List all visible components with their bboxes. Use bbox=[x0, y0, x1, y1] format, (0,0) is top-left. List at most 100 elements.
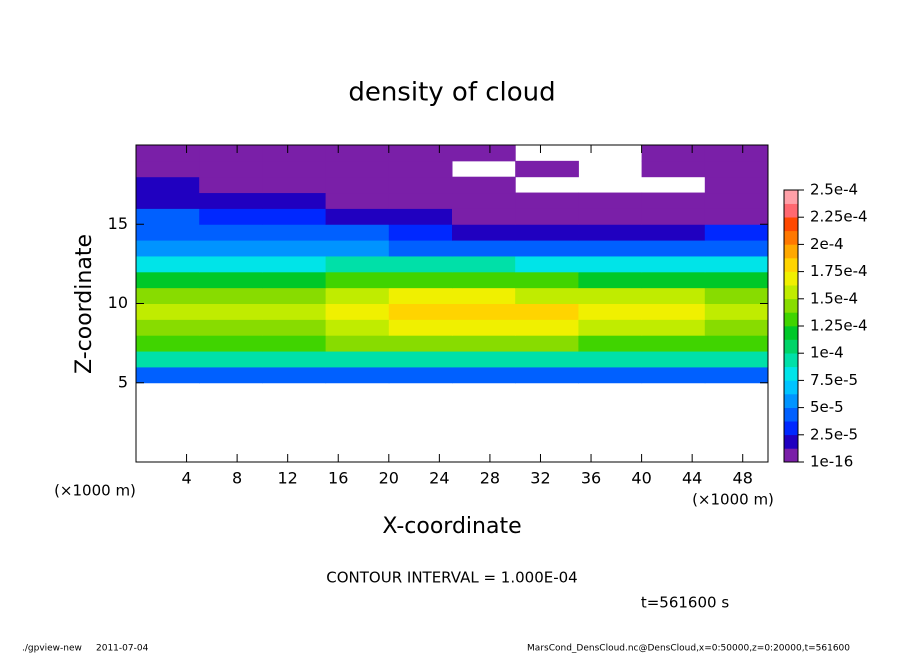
x-tick-label: 32 bbox=[530, 469, 550, 488]
heatmap-cell bbox=[452, 208, 516, 225]
heatmap-cell bbox=[452, 240, 516, 257]
heatmap-cell bbox=[641, 145, 706, 162]
heatmap-cell bbox=[452, 224, 516, 241]
heatmap-cell bbox=[136, 192, 200, 209]
heatmap-cell bbox=[262, 160, 327, 178]
colorbar-band bbox=[784, 217, 798, 232]
footer-date: 2011-07-04 bbox=[96, 644, 149, 654]
y-tick-label: 10 bbox=[108, 293, 128, 312]
heatmap-cell bbox=[704, 208, 769, 225]
colorbar-band bbox=[784, 244, 798, 259]
heatmap-cell bbox=[325, 255, 390, 273]
heatmap-cell bbox=[641, 224, 706, 241]
heatmap-cell bbox=[704, 287, 769, 304]
heatmap-cell bbox=[136, 160, 200, 178]
heatmap-cell bbox=[578, 319, 643, 336]
heatmap-cell bbox=[704, 192, 769, 209]
heatmap-cell bbox=[262, 224, 327, 241]
colorbar-tick-label: 1.5e-4 bbox=[810, 289, 858, 307]
heatmap-cell bbox=[578, 351, 643, 368]
heatmap-cell bbox=[325, 319, 390, 336]
heatmap-cell bbox=[325, 160, 390, 178]
colorbar-band bbox=[784, 421, 798, 436]
heatmap-cell bbox=[578, 208, 643, 225]
heatmap-cell bbox=[199, 224, 263, 241]
heatmap-cell bbox=[515, 208, 579, 225]
heatmap-cell bbox=[641, 240, 706, 257]
heatmap-cell bbox=[578, 287, 643, 304]
heatmap-cell bbox=[388, 192, 453, 209]
heatmap-cell bbox=[199, 145, 263, 162]
heatmap-cell bbox=[515, 255, 579, 273]
colorbar-band bbox=[784, 366, 798, 381]
colorbar-tick-label: 1.75e-4 bbox=[810, 262, 868, 280]
heatmap-cell bbox=[704, 145, 769, 162]
colorbar-band bbox=[784, 448, 798, 463]
heatmap-cell bbox=[388, 208, 453, 225]
heatmap-cell bbox=[325, 271, 390, 289]
heatmap-cell bbox=[325, 208, 390, 225]
heatmap-cell bbox=[199, 192, 263, 209]
colorbar-tick-label: 2e-4 bbox=[810, 235, 844, 253]
colorbar-tick-label: 7.5e-5 bbox=[810, 371, 858, 389]
heatmap-cell bbox=[515, 160, 579, 178]
heatmap-cell bbox=[515, 319, 579, 336]
heatmap-cell bbox=[388, 145, 453, 162]
heatmap-cell bbox=[388, 287, 453, 304]
heatmap-cell bbox=[578, 335, 643, 352]
colorbar-band bbox=[784, 353, 798, 368]
heatmap-cell bbox=[388, 335, 453, 352]
x-tick-label: 48 bbox=[733, 469, 753, 488]
x-unit-label: (×1000 m) bbox=[692, 491, 774, 509]
colorbar-band bbox=[784, 394, 798, 408]
heatmap-cell bbox=[136, 335, 200, 352]
heatmap-cell bbox=[262, 335, 327, 352]
heatmap-cell bbox=[199, 303, 263, 320]
heatmap-cell bbox=[704, 160, 769, 178]
heatmap-cell bbox=[388, 224, 453, 241]
time-label: t=561600 s bbox=[641, 594, 729, 612]
heatmap-cell bbox=[199, 366, 263, 384]
heatmap-cell bbox=[262, 351, 327, 368]
heatmap-cell bbox=[199, 351, 263, 368]
heatmap-cell bbox=[452, 335, 516, 352]
heatmap-cell bbox=[388, 319, 453, 336]
heatmap-cell bbox=[515, 351, 579, 368]
heatmap-cell bbox=[641, 255, 706, 273]
heatmap-cell bbox=[325, 192, 390, 209]
contour-interval: CONTOUR INTERVAL = 1.000E-04 bbox=[326, 569, 577, 587]
heatmap-cell bbox=[452, 287, 516, 304]
heatmap-cell bbox=[641, 271, 706, 289]
heatmap-cell bbox=[704, 176, 769, 194]
heatmap-cell bbox=[515, 192, 579, 209]
heatmap-cell bbox=[325, 287, 390, 304]
colorbar-band bbox=[784, 380, 798, 395]
heatmap-cell bbox=[704, 351, 769, 368]
x-tick-label: 44 bbox=[682, 469, 702, 488]
heatmap-cell bbox=[641, 287, 706, 304]
heatmap-cell bbox=[262, 271, 327, 289]
footer-source: MarsCond_DensCloud.nc@DensCloud,x=0:5000… bbox=[527, 644, 850, 654]
heatmap-cell bbox=[704, 319, 769, 336]
heatmap-cell bbox=[136, 271, 200, 289]
colorbar-band bbox=[784, 326, 798, 340]
heatmap-cell bbox=[325, 145, 390, 162]
heatmap-cell bbox=[515, 271, 579, 289]
x-tick-label: 28 bbox=[480, 469, 500, 488]
chart-title: density of cloud bbox=[348, 78, 555, 108]
y-tick-label: 15 bbox=[108, 214, 128, 233]
colorbar-band bbox=[784, 258, 798, 272]
heatmap-cell bbox=[199, 255, 263, 273]
heatmap-cell bbox=[262, 145, 327, 162]
heatmap-cell bbox=[136, 224, 200, 241]
heatmap-cell bbox=[136, 176, 200, 194]
colorbar-band bbox=[784, 298, 798, 313]
x-tick-label: 8 bbox=[232, 469, 242, 488]
heatmap-cell bbox=[199, 160, 263, 178]
y-axis-label: Z-coordinate bbox=[72, 234, 97, 374]
heatmap-cell bbox=[199, 240, 263, 257]
heatmap-cell bbox=[641, 192, 706, 209]
x-tick-label: 20 bbox=[379, 469, 399, 488]
heatmap-cell bbox=[388, 240, 453, 257]
